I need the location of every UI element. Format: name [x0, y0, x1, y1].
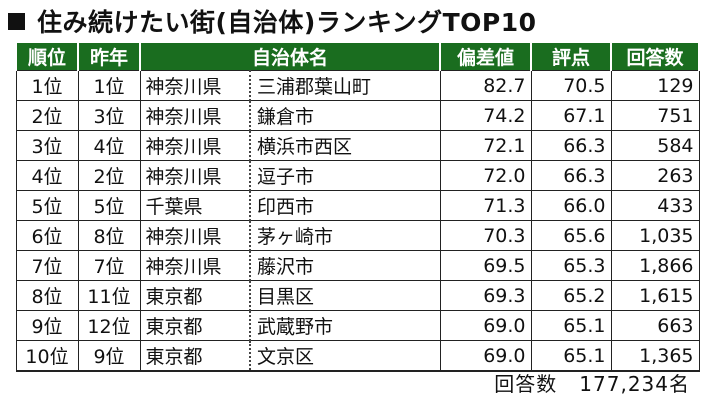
cell-rank: 9位	[15, 310, 79, 341]
cell-previous-year: 1位	[77, 70, 141, 101]
cell-previous-year: 11位	[77, 280, 141, 311]
cell-rank: 2位	[15, 100, 79, 131]
page-title: 住み続けたい街(自治体)ランキングTOP10	[8, 2, 537, 40]
cell-rank: 6位	[15, 220, 79, 251]
header-rank: 順位	[15, 43, 79, 71]
cell-rank: 10位	[15, 340, 79, 372]
cell-prefecture: 神奈川県	[139, 130, 250, 161]
header-municipality: 自治体名	[138, 43, 442, 71]
cell-deviation: 69.0	[439, 310, 532, 341]
cell-responses: 1,365	[610, 340, 700, 372]
cell-city: 印西市	[248, 190, 441, 221]
cell-city: 目黒区	[248, 280, 441, 311]
table-row: 6位 8位 神奈川県 茅ヶ崎市 70.3 65.6 1,035	[15, 220, 700, 251]
total-responses-value: 177,234名	[579, 372, 690, 396]
table-row: 1位 1位 神奈川県 三浦郡葉山町 82.7 70.5 129	[15, 70, 700, 101]
cell-city: 鎌倉市	[248, 100, 441, 131]
cell-responses: 1,866	[610, 250, 700, 281]
cell-prefecture: 東京都	[139, 340, 250, 372]
table-row: 4位 2位 神奈川県 逗子市 72.0 66.3 263	[15, 160, 700, 191]
cell-prefecture: 神奈川県	[139, 100, 250, 131]
header-deviation: 偏差値	[439, 43, 533, 71]
cell-deviation: 70.3	[439, 220, 532, 251]
header-responses: 回答数	[610, 43, 701, 71]
cell-responses: 1,615	[610, 280, 700, 311]
table-row: 7位 7位 神奈川県 藤沢市 69.5 65.3 1,866	[15, 250, 700, 281]
cell-rank: 7位	[15, 250, 79, 281]
cell-deviation: 72.0	[439, 160, 532, 191]
cell-rank: 1位	[15, 70, 79, 101]
cell-score: 65.1	[530, 310, 612, 341]
cell-score: 66.0	[530, 190, 612, 221]
cell-responses: 751	[610, 100, 700, 131]
cell-city: 茅ヶ崎市	[248, 220, 441, 251]
table-row: 8位 11位 東京都 目黒区 69.3 65.2 1,615	[15, 280, 700, 311]
header-score: 評点	[530, 43, 613, 71]
cell-city: 武蔵野市	[248, 310, 441, 341]
cell-score: 66.3	[530, 130, 612, 161]
table-row: 3位 4位 神奈川県 横浜市西区 72.1 66.3 584	[15, 130, 700, 161]
cell-city: 三浦郡葉山町	[248, 70, 441, 101]
cell-previous-year: 5位	[77, 190, 141, 221]
cell-previous-year: 12位	[77, 310, 141, 341]
cell-rank: 4位	[15, 160, 79, 191]
cell-previous-year: 4位	[77, 130, 141, 161]
cell-deviation: 72.1	[439, 130, 532, 161]
cell-prefecture: 神奈川県	[139, 160, 250, 191]
table-header-row: 順位 昨年 自治体名 偏差値 評点 回答数	[15, 43, 701, 71]
table-row: 9位 12位 東京都 武蔵野市 69.0 65.1 663	[15, 310, 700, 341]
cell-prefecture: 神奈川県	[139, 70, 250, 101]
cell-prefecture: 東京都	[139, 280, 250, 311]
cell-previous-year: 3位	[77, 100, 141, 131]
cell-prefecture: 東京都	[139, 310, 250, 341]
cell-rank: 3位	[15, 130, 79, 161]
table-row: 10位 9位 東京都 文京区 69.0 65.1 1,365	[15, 340, 700, 372]
cell-previous-year: 8位	[77, 220, 141, 251]
cell-score: 66.3	[530, 160, 612, 191]
cell-responses: 584	[610, 130, 700, 161]
cell-responses: 433	[610, 190, 700, 221]
cell-responses: 263	[610, 160, 700, 191]
cell-rank: 5位	[15, 190, 79, 221]
cell-city: 文京区	[248, 340, 441, 372]
table-row: 5位 5位 千葉県 印西市 71.3 66.0 433	[15, 190, 700, 221]
total-responses: 回答数 177,234名	[494, 368, 690, 397]
cell-rank: 8位	[15, 280, 79, 311]
cell-city: 横浜市西区	[248, 130, 441, 161]
cell-deviation: 69.3	[439, 280, 532, 311]
cell-score: 67.1	[530, 100, 612, 131]
cell-previous-year: 7位	[77, 250, 141, 281]
cell-prefecture: 神奈川県	[139, 220, 250, 251]
cell-responses: 129	[610, 70, 700, 101]
title-text: 住み続けたい街(自治体)ランキングTOP10	[37, 8, 537, 37]
total-responses-label: 回答数	[494, 372, 558, 396]
cell-score: 65.2	[530, 280, 612, 311]
cell-prefecture: 神奈川県	[139, 250, 250, 281]
cell-score: 65.1	[530, 340, 612, 372]
cell-previous-year: 2位	[77, 160, 141, 191]
cell-deviation: 69.0	[439, 340, 532, 372]
cell-city: 藤沢市	[248, 250, 441, 281]
cell-deviation: 82.7	[439, 70, 532, 101]
cell-previous-year: 9位	[77, 340, 141, 372]
cell-deviation: 74.2	[439, 100, 532, 131]
cell-responses: 1,035	[610, 220, 700, 251]
header-previous-year: 昨年	[77, 43, 141, 71]
cell-score: 65.3	[530, 250, 612, 281]
cell-responses: 663	[610, 310, 700, 341]
table-row: 2位 3位 神奈川県 鎌倉市 74.2 67.1 751	[15, 100, 700, 131]
ranking-table: 順位 昨年 自治体名 偏差値 評点 回答数 1位 1位 神奈川県 三浦郡葉山町 82.7…	[15, 43, 701, 372]
cell-prefecture: 千葉県	[139, 190, 250, 221]
cell-deviation: 69.5	[439, 250, 532, 281]
square-bullet-icon	[8, 12, 25, 30]
cell-score: 70.5	[530, 70, 612, 101]
cell-score: 65.6	[530, 220, 612, 251]
cell-city: 逗子市	[248, 160, 441, 191]
cell-deviation: 71.3	[439, 190, 532, 221]
